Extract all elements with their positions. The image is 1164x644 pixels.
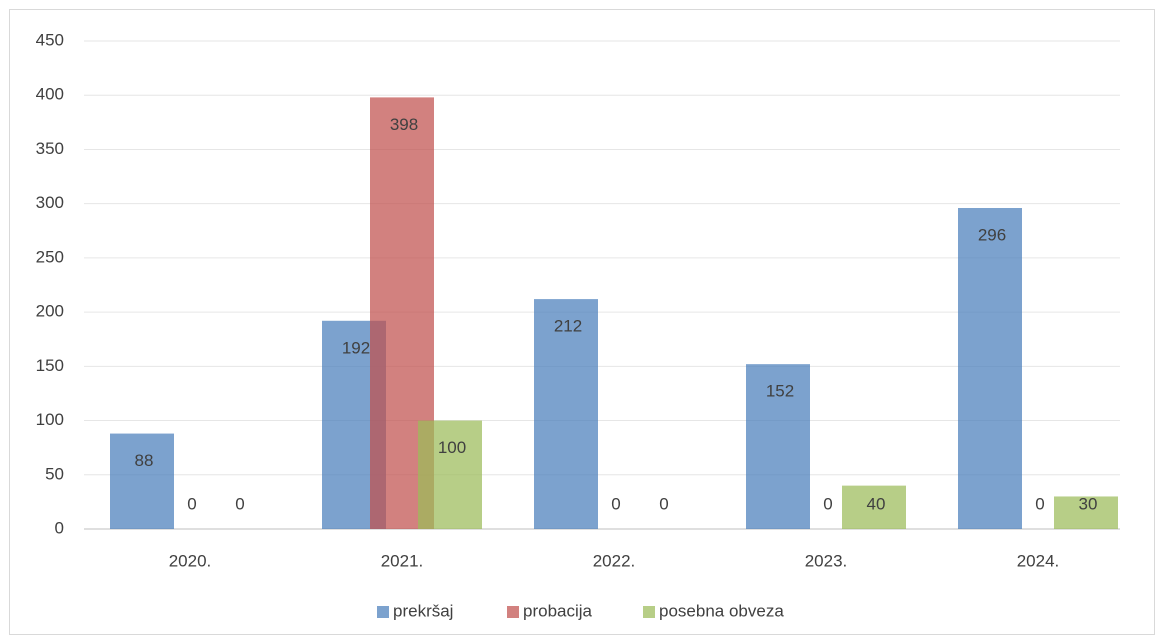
bar (418, 420, 482, 529)
data-label: 0 (187, 494, 196, 513)
y-tick-label: 300 (36, 193, 64, 212)
data-label: 88 (135, 451, 154, 470)
data-label: 0 (235, 494, 244, 513)
data-label: 296 (978, 225, 1006, 244)
bar (746, 364, 810, 529)
x-tick-label: 2022. (593, 551, 636, 570)
y-tick-label: 250 (36, 247, 64, 266)
x-tick-label: 2021. (381, 551, 424, 570)
y-tick-label: 150 (36, 356, 64, 375)
data-label: 398 (390, 115, 418, 134)
y-tick-label: 50 (45, 464, 64, 483)
y-tick-label: 0 (55, 518, 64, 537)
data-label: 152 (766, 382, 794, 401)
data-label: 100 (438, 438, 466, 457)
data-label: 192 (342, 338, 370, 357)
legend-label: posebna obveza (659, 601, 784, 620)
data-label: 0 (823, 494, 832, 513)
bar (534, 299, 598, 529)
legend-swatch (377, 606, 389, 618)
x-tick-label: 2024. (1017, 551, 1060, 570)
legend-label: prekršaj (393, 601, 453, 620)
legend-swatch (643, 606, 655, 618)
y-tick-label: 200 (36, 302, 64, 321)
y-tick-label: 400 (36, 85, 64, 104)
bar (110, 433, 174, 529)
y-tick-label: 100 (36, 410, 64, 429)
x-tick-label: 2020. (169, 551, 212, 570)
data-label: 30 (1079, 494, 1098, 513)
data-label: 0 (659, 494, 668, 513)
data-label: 0 (611, 494, 620, 513)
bar (1054, 496, 1118, 529)
bar (842, 485, 906, 529)
data-label: 0 (1035, 494, 1044, 513)
x-tick-label: 2023. (805, 551, 848, 570)
legend-label: probacija (523, 601, 593, 620)
data-label: 212 (554, 317, 582, 336)
y-tick-label: 350 (36, 139, 64, 158)
bar (958, 208, 1022, 529)
data-label: 40 (867, 494, 886, 513)
y-tick-label: 450 (36, 30, 64, 49)
legend-swatch (507, 606, 519, 618)
